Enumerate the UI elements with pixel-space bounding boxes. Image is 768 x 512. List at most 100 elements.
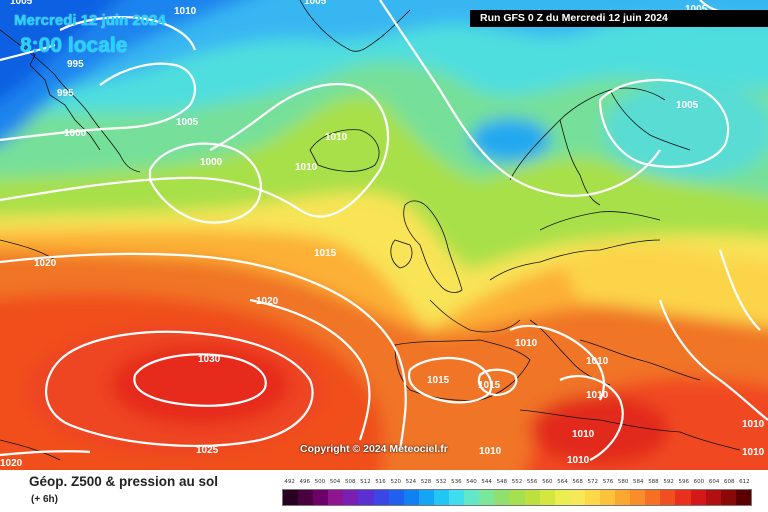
legend-swatch — [705, 490, 721, 505]
legend-swatch — [554, 490, 570, 505]
legend-swatch — [479, 490, 495, 505]
legend-swatch — [660, 490, 676, 505]
legend-label: 520 — [390, 479, 401, 485]
legend-label: 556 — [526, 479, 538, 485]
legend-swatch — [449, 490, 465, 505]
pressure-label: 1025 — [196, 445, 219, 456]
pressure-label: 1005 — [176, 117, 199, 128]
legend-swatch — [343, 490, 359, 505]
pressure-label: 1010 — [742, 447, 765, 458]
legend-swatch — [539, 490, 555, 505]
legend-swatch — [630, 490, 646, 505]
pressure-label: 1010 — [479, 446, 502, 457]
legend-label: 508 — [344, 479, 356, 485]
legend-swatch — [328, 490, 344, 505]
legend-swatch — [464, 490, 480, 505]
legend-swatch — [599, 490, 616, 505]
legend-swatch — [283, 490, 299, 505]
legend-swatch — [524, 490, 540, 505]
legend-swatch — [509, 490, 525, 505]
pressure-label: 1010 — [586, 356, 609, 367]
legend-swatch — [418, 490, 434, 505]
pressure-label: 1010 — [586, 390, 609, 401]
legend-label: 560 — [542, 479, 553, 485]
legend-swatch — [645, 490, 661, 505]
legend-label: 496 — [299, 479, 310, 485]
pressure-label: 1015 — [478, 380, 501, 391]
forecast-map: 1005 1010 995 995 1000 1005 1005 1010 10… — [0, 0, 768, 470]
legend-swatch — [584, 490, 600, 505]
legend-label: 592 — [663, 479, 674, 485]
legend-swatch — [494, 490, 510, 505]
footer: Géop. Z500 & pression au sol (+ 6h) 492 4… — [0, 470, 768, 512]
pressure-label: 1010 — [567, 455, 590, 466]
pressure-label: 1010 — [742, 419, 765, 430]
isobars — [0, 0, 768, 460]
pressure-label: 1015 — [427, 375, 450, 386]
legend-label: 492 — [284, 479, 295, 485]
forecast-time: 8:00 locale — [20, 34, 128, 57]
pressure-label: 1015 — [314, 248, 337, 259]
legend-label: 568 — [572, 479, 583, 485]
pressure-label: 1010 — [325, 132, 348, 143]
geopotential-field — [0, 0, 768, 470]
legend-label: 524 — [405, 479, 417, 485]
legend-label: 528 — [420, 479, 432, 485]
legend-label: 580 — [617, 479, 629, 485]
legend-label: 500 — [314, 479, 326, 485]
forecast-date: Mercredi 12 juin 2024 — [14, 12, 166, 29]
pressure-label: 1005 — [676, 100, 699, 111]
pressure-label: 1020 — [256, 296, 279, 307]
pressure-label: 1010 — [572, 429, 595, 440]
pressure-label: 1000 — [64, 128, 87, 139]
product-title: Géop. Z500 & pression au sol — [29, 474, 219, 489]
pressure-label: 1010 — [174, 6, 197, 17]
pressure-label: 1005 — [304, 0, 327, 7]
legend-swatch — [358, 490, 374, 505]
legend-swatch — [615, 490, 631, 505]
run-info: Run GFS 0 Z du Mercredi 12 juin 2024 — [470, 10, 768, 27]
legend-label: 504 — [329, 479, 341, 485]
legend-label: 588 — [648, 479, 659, 485]
legend-label: 532 — [435, 479, 447, 485]
coastlines — [0, 0, 741, 461]
legend-swatch — [675, 490, 691, 505]
legend-label: 604 — [708, 479, 720, 485]
legend-label: 544 — [481, 479, 492, 485]
pressure-label: 1005 — [10, 0, 33, 7]
legend-label: 584 — [633, 479, 644, 485]
pressure-label: 1010 — [295, 162, 318, 173]
legend-label: 564 — [557, 479, 568, 485]
legend-swatch — [373, 490, 389, 505]
legend-label: 536 — [451, 479, 462, 485]
copyright: Copyright © 2024 Meteociel.fr — [300, 443, 448, 455]
legend-labels: 492 496 500 504 508 512 516 520 524 528 532 536 540 5… — [282, 479, 752, 489]
legend-swatch — [735, 490, 751, 505]
legend-label: 572 — [587, 479, 599, 485]
legend-label: 540 — [466, 479, 477, 485]
pressure-label: 995 — [67, 59, 84, 70]
pressure-label: 1005 — [685, 4, 708, 15]
legend-swatch — [690, 490, 706, 505]
pressure-labels: 1005 1010 995 995 1000 1005 1005 1010 10… — [0, 0, 765, 469]
legend-swatch — [433, 490, 450, 505]
pressure-label: 1030 — [198, 354, 221, 365]
legend-swatch — [569, 490, 585, 505]
legend-swatch — [298, 490, 314, 505]
pressure-label: 1020 — [0, 458, 23, 469]
legend-label: 512 — [360, 479, 371, 485]
pressure-label: 1020 — [34, 258, 57, 269]
product-subtitle: (+ 6h) — [31, 494, 58, 505]
legend-label: 576 — [602, 479, 614, 485]
legend-label: 596 — [678, 479, 690, 485]
pressure-label: 1000 — [200, 157, 223, 168]
legend-swatch — [403, 490, 419, 505]
legend-label: 600 — [693, 479, 705, 485]
pressure-label: 1010 — [515, 338, 538, 349]
legend-swatch — [313, 490, 329, 505]
pressure-label: 995 — [57, 88, 74, 99]
legend-label: 552 — [511, 479, 523, 485]
legend-swatch — [388, 490, 404, 505]
legend-color-scale — [282, 489, 752, 506]
legend-label: 516 — [375, 479, 386, 485]
